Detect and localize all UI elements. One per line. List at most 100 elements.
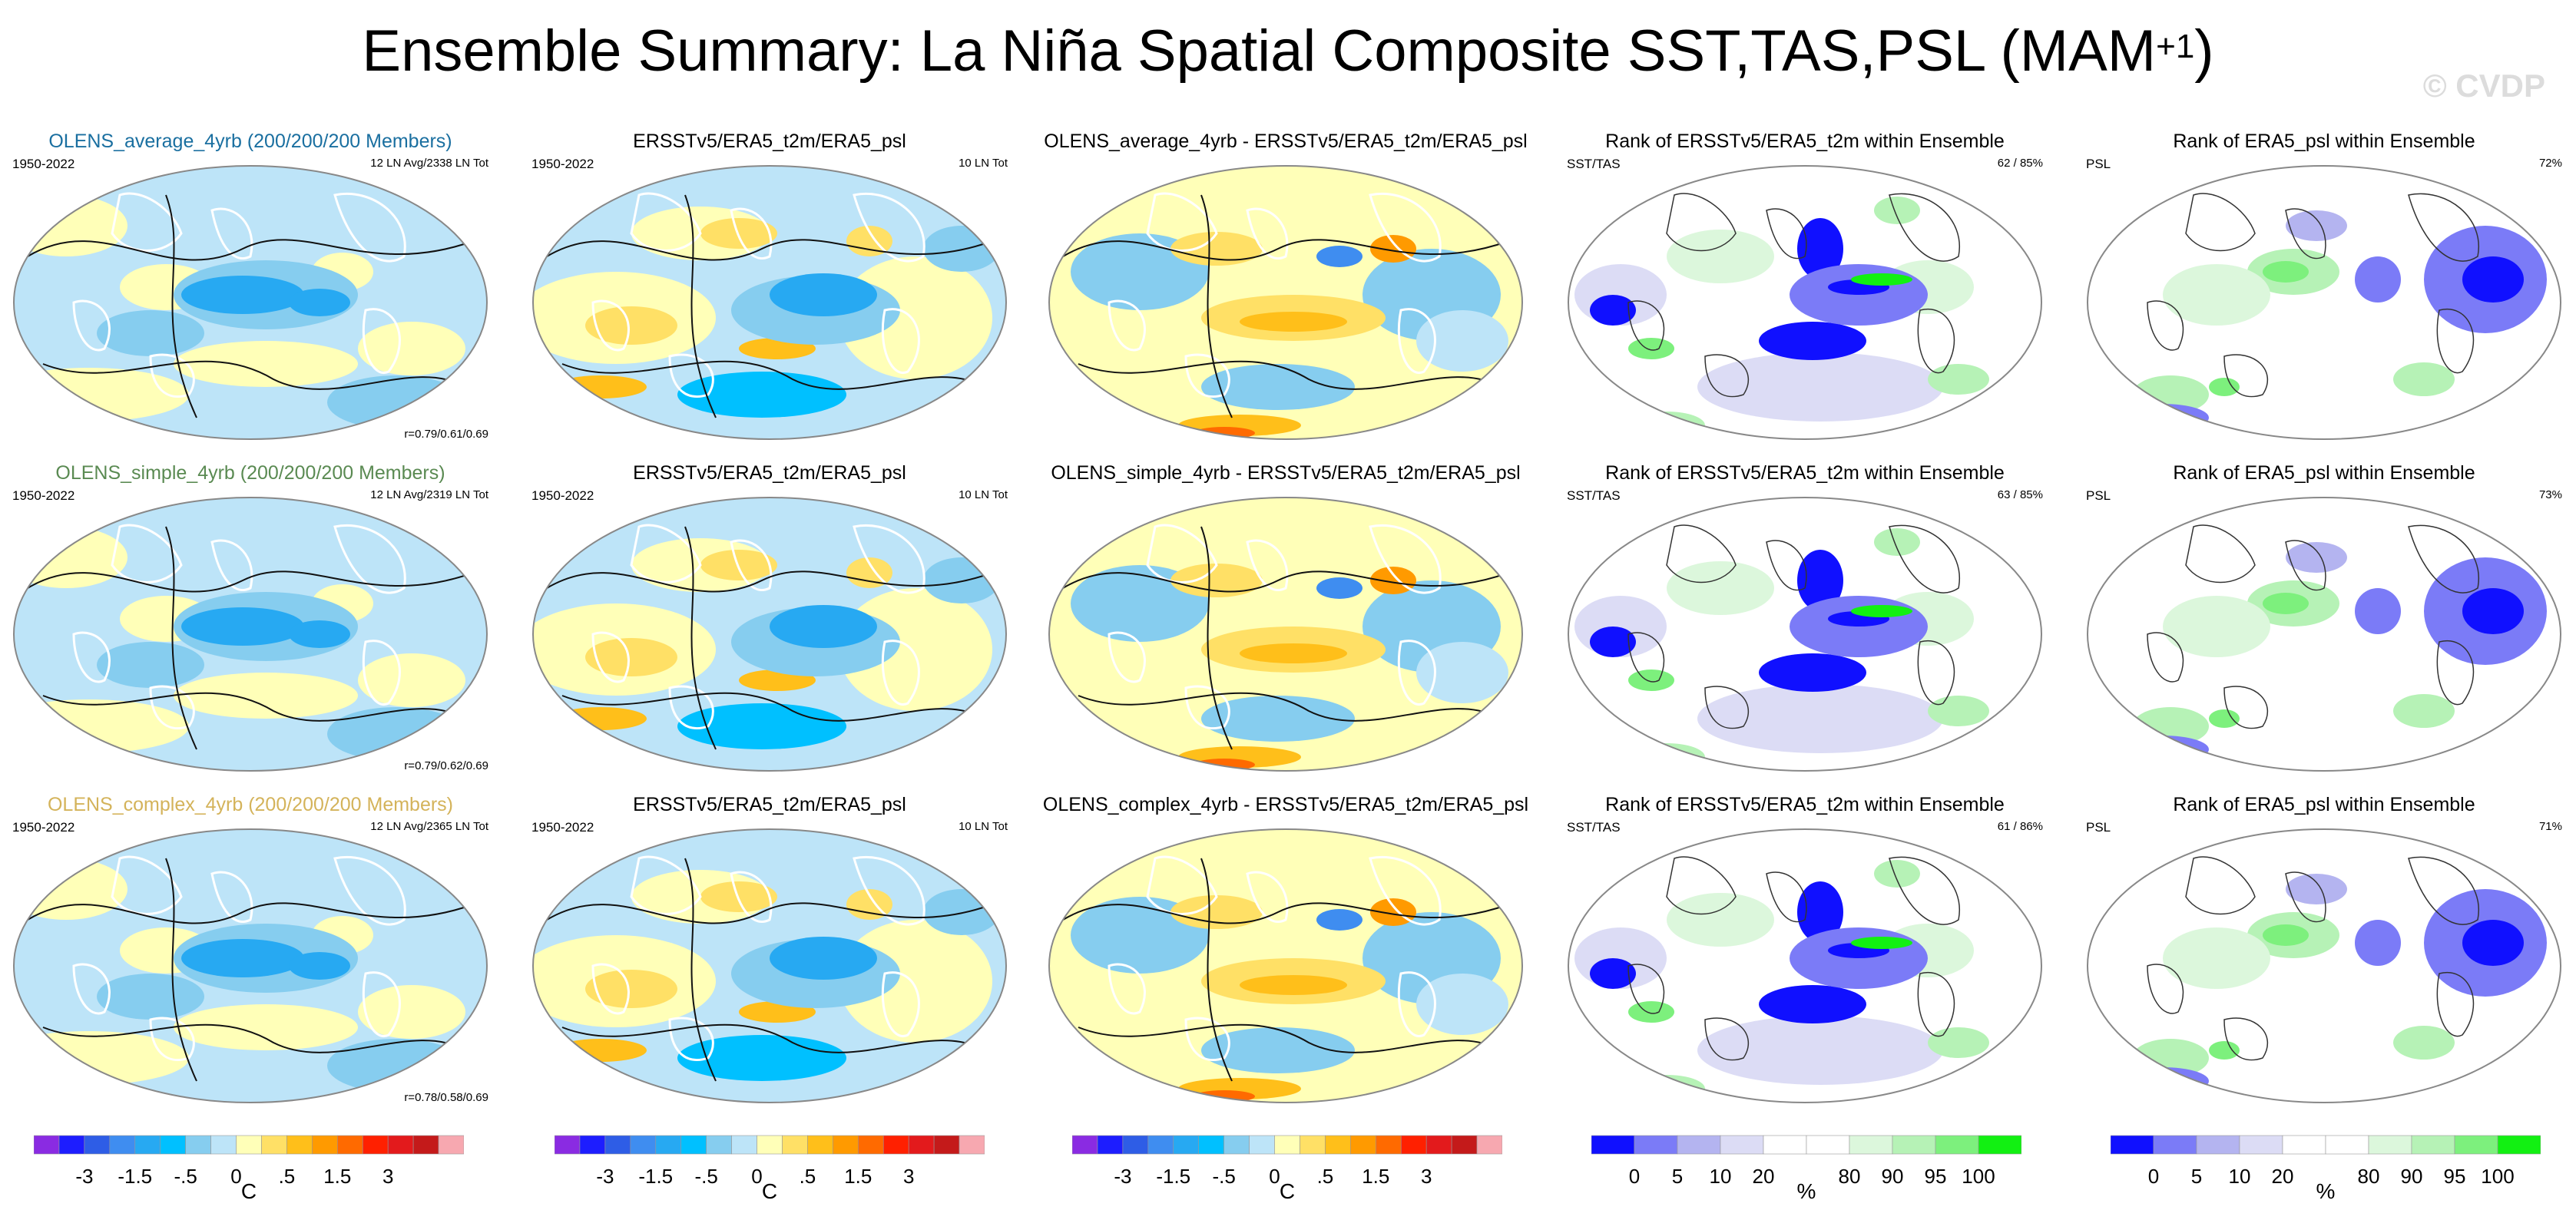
colorbar-tick-label: 10 — [2228, 1165, 2251, 1188]
rank1-anomaly-region — [1874, 860, 1920, 888]
panel-rank1-row2: Rank of ERSSTv5/ERA5_t2m within Ensemble… — [1559, 462, 2051, 777]
rank1-anomaly-region — [1759, 653, 1866, 692]
colorbar-tick-label: 3 — [1420, 1165, 1432, 1188]
panel-left-label: PSL — [2086, 157, 2111, 171]
panel-rank2-row2: Rank of ERA5_psl within Ensemble PSL 73% — [2078, 462, 2570, 777]
obs-anomaly-region — [555, 707, 647, 730]
psl-contours — [1062, 194, 1509, 418]
diff-anomaly-region — [1416, 974, 1508, 1035]
rank1-anomaly-region — [1759, 322, 1866, 360]
obs-anomaly-region — [677, 703, 846, 749]
rank1-anomaly-region — [1797, 218, 1843, 279]
rank2-anomaly-region — [2355, 256, 2401, 303]
panel-left-label: SST/TAS — [1567, 820, 1621, 835]
map-model-2 — [13, 828, 488, 1103]
colorbar-swatch — [1806, 1135, 1850, 1155]
obs-anomaly-region — [562, 1089, 685, 1103]
panel-right-label: 12 LN Avg/2338 LN Tot — [370, 157, 488, 170]
panel-right-label: 73% — [2538, 488, 2562, 501]
map-diff-0 — [1048, 165, 1523, 440]
colorbar-swatch — [1223, 1135, 1250, 1155]
rank2-anomaly-region — [2393, 1026, 2455, 1060]
colorbar-swatch — [2497, 1135, 2541, 1155]
map-border — [2087, 828, 2561, 1103]
colorbar-tick-label: 3 — [382, 1165, 394, 1188]
rank2-anomaly-region — [2163, 596, 2270, 657]
rank2-anomaly-region — [2355, 588, 2401, 634]
coastlines — [2147, 193, 2480, 398]
map-diff-1 — [1048, 497, 1523, 772]
map-rank2-2 — [2087, 828, 2561, 1103]
colorbar-rank-4: 0 5 10 20 80 90 95 100% — [1591, 1135, 2022, 1219]
panel-rank1-row3: Rank of ERSSTv5/ERA5_t2m within Ensemble… — [1559, 794, 2051, 1109]
rank2-anomaly-region — [2132, 707, 2209, 746]
diff-anomaly-region — [1201, 364, 1355, 410]
rank2-anomaly-region — [2263, 261, 2309, 283]
panel-right-label: 10 LN Tot — [959, 157, 1008, 170]
rank1-anomaly-region — [1759, 985, 1866, 1023]
coastlines — [1108, 524, 1442, 729]
colorbar-swatch — [1634, 1135, 1678, 1155]
colorbar-swatch — [210, 1135, 237, 1155]
panel-obs-row3: ERSSTv5/ERA5_t2m/ERA5_psl 1950-2022 10 LN … — [524, 794, 1015, 1109]
colorbar-tick-label: -.5 — [174, 1165, 197, 1188]
obs-anomaly-region — [562, 425, 685, 439]
map-border — [1048, 828, 1523, 1103]
colorbar-swatch — [1249, 1135, 1275, 1155]
panel-left-label: SST/TAS — [1567, 157, 1621, 171]
colorbar-swatch — [1400, 1135, 1427, 1155]
colorbar-swatch — [757, 1135, 783, 1155]
rank1-anomaly-region — [1874, 197, 1920, 224]
rank2-anomaly-region — [2209, 378, 2240, 396]
colorbar-swatch — [1350, 1135, 1376, 1155]
colorbar-swatch — [1763, 1135, 1807, 1155]
colorbar-swatch — [362, 1135, 389, 1155]
panel-diff-row3: OLENS_complex_4yrb - ERSSTv5/ERA5_t2m/ER… — [1040, 794, 1531, 1109]
rank1-anomaly-region — [1697, 684, 1943, 753]
colorbar-swatch — [782, 1135, 808, 1155]
colorbar-swatch — [604, 1135, 631, 1155]
map-border — [532, 828, 1007, 1103]
colorbar-tick-label: .5 — [799, 1165, 816, 1188]
model-anomaly-region — [174, 1004, 358, 1050]
model-anomaly-region — [358, 653, 465, 707]
rank1-anomaly-region — [1667, 893, 1774, 947]
obs-anomaly-region — [923, 557, 1000, 603]
map-model-1 — [13, 497, 488, 772]
colorbar-swatch — [1935, 1135, 1979, 1155]
colorbar-swatch — [1325, 1135, 1351, 1155]
colorbar-swatch — [1849, 1135, 1893, 1155]
map-obs-2 — [532, 828, 1007, 1103]
map-model-0 — [13, 165, 488, 440]
panel-rank2-row1: Rank of ERA5_psl within Ensemble PSL 72% — [2078, 131, 2570, 445]
panel-right-label: 12 LN Avg/2365 LN Tot — [370, 820, 488, 833]
rank1-anomaly-region — [1797, 550, 1843, 611]
rank1-anomaly-region — [1697, 1016, 1943, 1085]
colorbar-unit: C — [1279, 1179, 1296, 1203]
model-anomaly-region — [97, 310, 204, 356]
colorbar-swatch — [1097, 1135, 1124, 1155]
diff-anomaly-region — [1201, 696, 1355, 742]
colorbar-swatch — [109, 1135, 136, 1155]
colorbar-swatch — [387, 1135, 414, 1155]
colorbar-tick-label: 3 — [902, 1165, 915, 1188]
obs-anomaly-region — [677, 1035, 846, 1081]
psl-contours — [27, 858, 474, 1082]
rank1-anomaly-region — [1628, 338, 1674, 359]
diff-anomaly-region — [1170, 564, 1263, 597]
map-border — [13, 497, 488, 772]
panel-diff-row2: OLENS_simple_4yrb - ERSSTv5/ERA5_t2m/ERA… — [1040, 462, 1531, 777]
psl-contours — [546, 194, 993, 418]
panel-right-label: 10 LN Tot — [959, 820, 1008, 833]
panel-right-label: 72% — [2538, 157, 2562, 170]
colorbar-tick-label: 0 — [1628, 1165, 1641, 1188]
panel-left-label: 1950-2022 — [12, 820, 75, 835]
map-border — [532, 497, 1007, 772]
colorbar-swatch — [833, 1135, 859, 1155]
colorbar-swatch — [2368, 1135, 2412, 1155]
colorbar-swatch — [1274, 1135, 1300, 1155]
model-anomaly-region — [97, 974, 204, 1020]
map-rank1-1 — [1568, 497, 2042, 772]
colorbar-swatch — [1173, 1135, 1200, 1155]
map-obs-0 — [532, 165, 1007, 440]
